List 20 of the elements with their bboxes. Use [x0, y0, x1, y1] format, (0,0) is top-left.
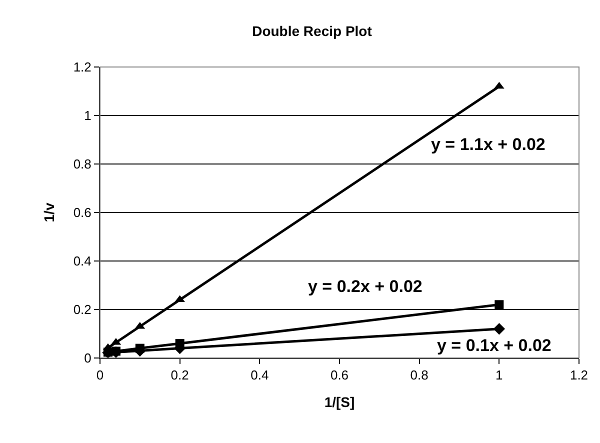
y-tick-label: 1: [84, 108, 92, 124]
x-tick-label: 1.2: [570, 368, 588, 383]
y-tick-label: 0.8: [73, 156, 92, 172]
y-axis-title: 1/v: [40, 202, 57, 222]
y-tick-label: 0: [84, 350, 92, 366]
x-tick-label: 0.8: [410, 368, 428, 383]
annotation: y = 0.2x + 0.02: [308, 277, 422, 296]
chart-title: Double Recip Plot: [252, 22, 372, 39]
y-tick-label: 0.6: [73, 205, 92, 220]
x-tick-label: 0.6: [330, 368, 349, 383]
annotation: y = 1.1x + 0.02: [431, 135, 546, 154]
x-tick-label: 0.2: [170, 368, 189, 383]
annotation: y = 0.1x + 0.02: [437, 336, 552, 355]
y-tick-label: 0.2: [73, 302, 92, 318]
x-tick-label: 0.4: [250, 368, 269, 383]
y-tick-label: 0.4: [73, 254, 92, 269]
x-tick-label: 0: [96, 368, 104, 383]
y-tick-label: 1.2: [73, 60, 92, 75]
x-axis-title: 1/[S]: [324, 394, 355, 410]
x-tick-label: 1: [496, 368, 503, 383]
